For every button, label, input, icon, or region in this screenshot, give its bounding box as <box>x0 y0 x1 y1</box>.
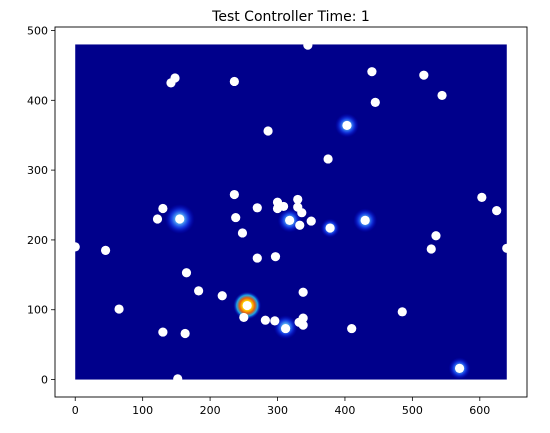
x-tick-label: 0 <box>72 404 79 417</box>
y-tick-label: 400 <box>27 94 48 107</box>
plot-frame <box>54 26 528 398</box>
chart-title: Test Controller Time: 1 <box>211 9 370 25</box>
y-tick-label: 100 <box>27 304 48 317</box>
data-point <box>175 214 185 224</box>
y-tick-label: 0 <box>41 374 48 387</box>
data-point <box>342 120 352 131</box>
data-point <box>70 242 80 252</box>
data-point <box>397 307 407 317</box>
data-point <box>239 312 249 323</box>
data-point <box>217 291 227 301</box>
y-tick-label: 200 <box>27 234 48 247</box>
data-point <box>158 327 168 337</box>
data-point <box>293 194 303 205</box>
data-point <box>297 208 307 218</box>
data-point <box>152 214 163 224</box>
x-tick-label: 500 <box>402 404 423 417</box>
data-point <box>370 97 380 107</box>
data-point <box>431 231 441 241</box>
data-point <box>298 287 308 297</box>
data-point <box>367 67 377 77</box>
data-point <box>454 363 465 373</box>
data-point <box>114 304 124 314</box>
data-point <box>180 328 190 339</box>
data-point <box>360 215 370 225</box>
x-tick-label: 300 <box>267 404 288 417</box>
data-point <box>231 212 241 223</box>
data-point <box>194 286 204 296</box>
x-tick-label: 600 <box>469 404 490 417</box>
data-point <box>270 252 281 262</box>
data-point <box>298 320 308 330</box>
data-point <box>437 90 447 101</box>
data-point <box>298 313 308 323</box>
data-point <box>426 244 436 254</box>
data-point <box>502 243 512 253</box>
data-point <box>285 215 295 225</box>
data-point <box>281 323 291 334</box>
data-point <box>278 201 289 212</box>
x-tick-label: 200 <box>200 404 221 417</box>
data-point <box>100 245 111 255</box>
data-point <box>323 154 333 164</box>
data-point <box>242 300 252 311</box>
data-point <box>229 76 239 87</box>
data-point <box>237 228 248 238</box>
y-tick-label: 500 <box>27 24 48 37</box>
x-tick-label: 100 <box>132 404 153 417</box>
data-point <box>158 203 168 214</box>
points-layer <box>70 40 512 384</box>
data-point <box>263 126 273 136</box>
data-point <box>252 203 262 213</box>
data-point <box>260 315 270 325</box>
data-point <box>229 189 239 200</box>
data-point <box>347 323 357 334</box>
data-point <box>295 220 305 230</box>
data-point <box>173 374 183 384</box>
data-point <box>303 40 313 50</box>
x-tick-label: 400 <box>334 404 355 417</box>
data-point <box>419 70 429 80</box>
data-point <box>325 223 335 233</box>
data-point <box>170 73 180 83</box>
data-point <box>492 206 502 216</box>
y-tick-label: 300 <box>27 164 48 177</box>
data-point <box>306 216 316 226</box>
data-point <box>252 253 262 263</box>
data-point <box>270 316 280 326</box>
data-point <box>181 268 192 278</box>
data-point <box>477 192 487 202</box>
x-axis: 0 100 200 300 400 500 600 <box>72 397 490 417</box>
y-axis: 0 100 200 300 400 500 <box>27 24 55 387</box>
